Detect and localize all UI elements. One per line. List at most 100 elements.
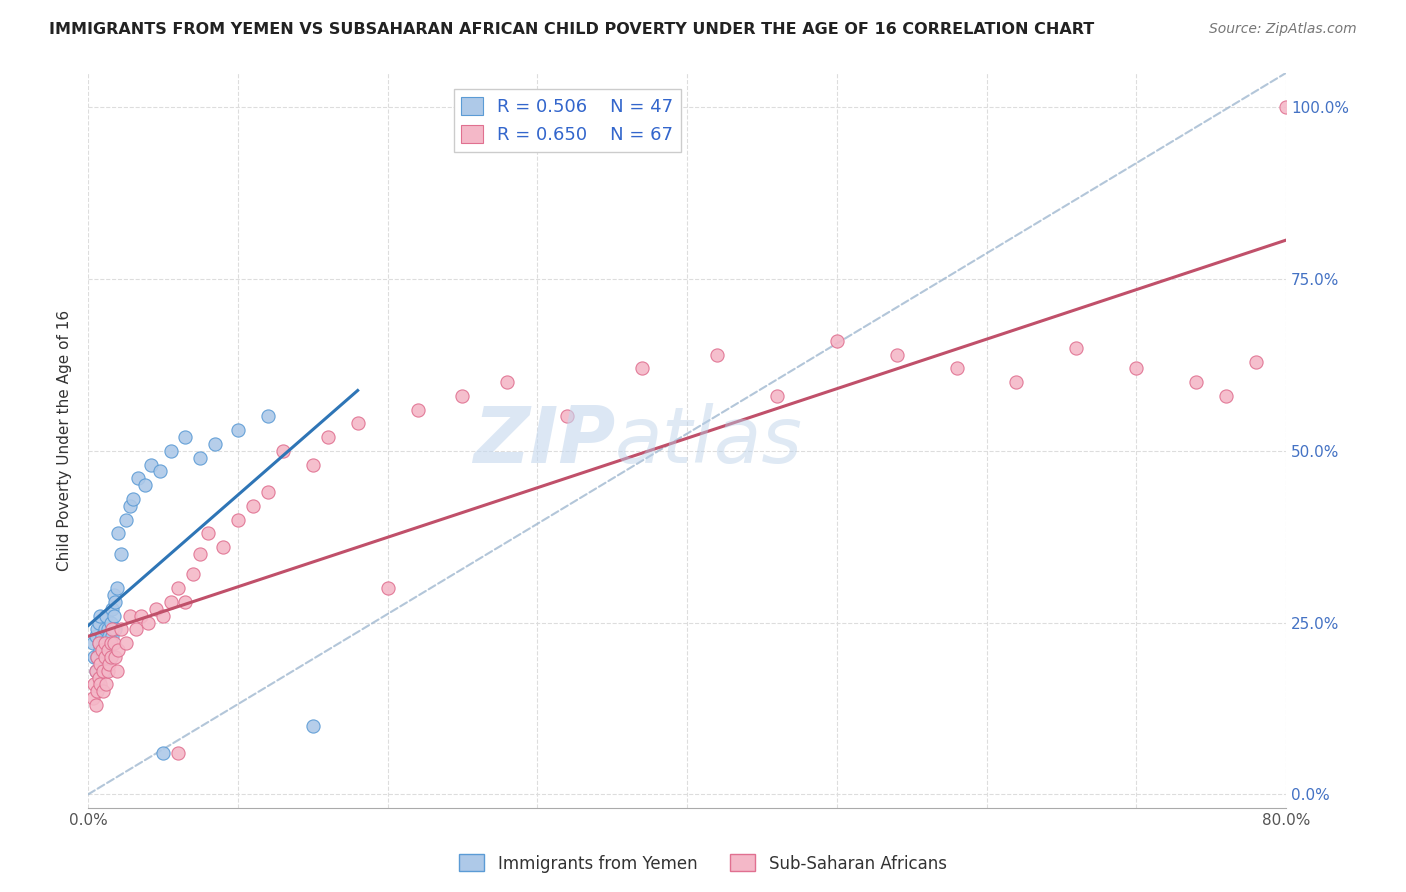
Point bbox=[94, 608, 117, 623]
Point bbox=[122, 491, 145, 506]
Point bbox=[104, 623, 127, 637]
Point bbox=[134, 478, 156, 492]
Point bbox=[87, 671, 110, 685]
Point bbox=[256, 485, 278, 500]
Point bbox=[256, 409, 278, 424]
Point bbox=[1005, 375, 1028, 389]
Point bbox=[103, 636, 125, 650]
Point bbox=[301, 458, 323, 472]
Point bbox=[100, 615, 122, 630]
Point bbox=[110, 547, 132, 561]
Point bbox=[91, 664, 114, 678]
Point bbox=[84, 664, 107, 678]
Point bbox=[86, 649, 108, 664]
Point bbox=[98, 657, 121, 671]
Point bbox=[212, 540, 235, 554]
Point bbox=[114, 636, 136, 650]
Point bbox=[406, 402, 429, 417]
Point bbox=[120, 608, 142, 623]
Point bbox=[84, 664, 107, 678]
Point bbox=[97, 623, 120, 637]
Point bbox=[87, 636, 110, 650]
Point bbox=[125, 623, 148, 637]
Text: IMMIGRANTS FROM YEMEN VS SUBSAHARAN AFRICAN CHILD POVERTY UNDER THE AGE OF 16 CO: IMMIGRANTS FROM YEMEN VS SUBSAHARAN AFRI… bbox=[49, 22, 1094, 37]
Point bbox=[100, 636, 122, 650]
Point bbox=[87, 636, 110, 650]
Point bbox=[149, 465, 172, 479]
Point bbox=[101, 602, 124, 616]
Point bbox=[86, 649, 108, 664]
Point bbox=[136, 615, 159, 630]
Point bbox=[190, 547, 212, 561]
Point bbox=[145, 602, 167, 616]
Point bbox=[98, 629, 121, 643]
Point bbox=[152, 608, 174, 623]
Text: Source: ZipAtlas.com: Source: ZipAtlas.com bbox=[1209, 22, 1357, 37]
Point bbox=[316, 430, 339, 444]
Point bbox=[91, 636, 114, 650]
Point bbox=[114, 512, 136, 526]
Point bbox=[104, 649, 127, 664]
Point bbox=[190, 450, 212, 465]
Point bbox=[110, 623, 132, 637]
Legend: Immigrants from Yemen, Sub-Saharan Africans: Immigrants from Yemen, Sub-Saharan Afric… bbox=[453, 847, 953, 880]
Point bbox=[103, 608, 125, 623]
Point bbox=[886, 348, 908, 362]
Point bbox=[82, 636, 104, 650]
Point bbox=[90, 657, 112, 671]
Point bbox=[127, 471, 149, 485]
Point bbox=[271, 443, 294, 458]
Point bbox=[1244, 354, 1267, 368]
Point bbox=[451, 389, 474, 403]
Point bbox=[89, 643, 111, 657]
Point bbox=[89, 677, 111, 691]
Point bbox=[97, 664, 120, 678]
Point bbox=[97, 636, 120, 650]
Point bbox=[89, 608, 111, 623]
Point bbox=[152, 746, 174, 760]
Point bbox=[1066, 341, 1088, 355]
Point bbox=[105, 664, 128, 678]
Point bbox=[377, 581, 399, 595]
Point bbox=[204, 437, 226, 451]
Point bbox=[226, 423, 249, 437]
Point bbox=[93, 649, 115, 664]
Point bbox=[496, 375, 519, 389]
Point bbox=[82, 691, 104, 706]
Point bbox=[103, 588, 125, 602]
Point bbox=[1275, 100, 1298, 114]
Point bbox=[94, 677, 117, 691]
Point bbox=[181, 567, 204, 582]
Point bbox=[90, 643, 112, 657]
Point bbox=[766, 389, 789, 403]
Point bbox=[159, 443, 181, 458]
Point bbox=[159, 595, 181, 609]
Point bbox=[555, 409, 578, 424]
Point bbox=[93, 664, 115, 678]
Point bbox=[84, 698, 107, 712]
Point bbox=[87, 615, 110, 630]
Point bbox=[706, 348, 728, 362]
Text: atlas: atlas bbox=[616, 402, 803, 478]
Point bbox=[1125, 361, 1147, 376]
Point bbox=[83, 677, 105, 691]
Point bbox=[346, 417, 368, 431]
Point bbox=[97, 643, 120, 657]
Point bbox=[107, 526, 129, 541]
Point bbox=[89, 657, 111, 671]
Point bbox=[242, 499, 264, 513]
Point bbox=[101, 623, 124, 637]
Point bbox=[100, 649, 122, 664]
Point bbox=[167, 581, 190, 595]
Point bbox=[825, 334, 848, 348]
Y-axis label: Child Poverty Under the Age of 16: Child Poverty Under the Age of 16 bbox=[58, 310, 72, 571]
Point bbox=[167, 746, 190, 760]
Point bbox=[105, 581, 128, 595]
Point bbox=[86, 684, 108, 698]
Point bbox=[90, 629, 112, 643]
Point bbox=[93, 623, 115, 637]
Point bbox=[120, 499, 142, 513]
Point bbox=[93, 636, 115, 650]
Point bbox=[83, 649, 105, 664]
Point bbox=[174, 430, 197, 444]
